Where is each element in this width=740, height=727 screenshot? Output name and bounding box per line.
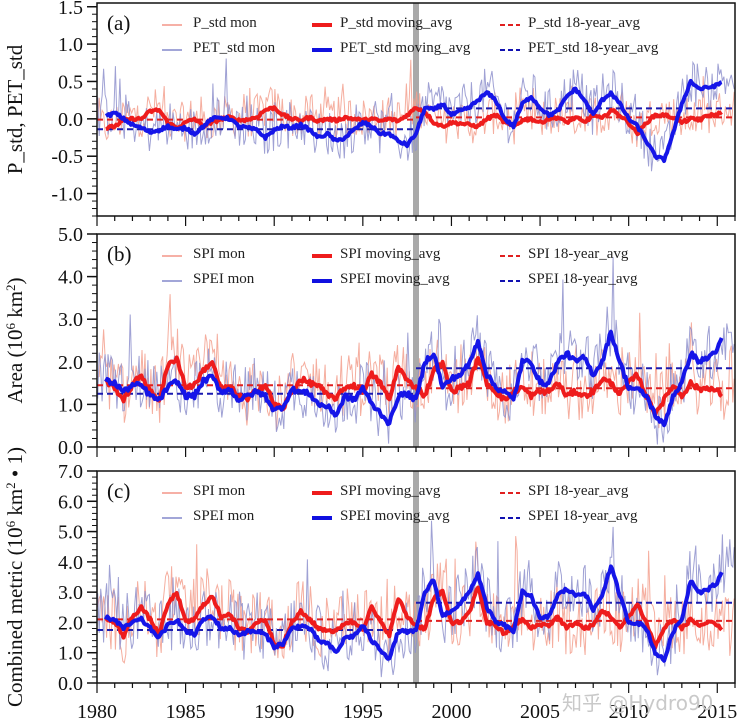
legend-label: PET_std 18-year_avg (528, 40, 659, 56)
y-tick-label: 1.0 (58, 34, 83, 56)
legend-label: SPEI mon (193, 271, 255, 287)
y-axis-label: Combined metric (106 km2 • 1) (3, 447, 28, 707)
y-tick-label: 0.0 (58, 109, 83, 131)
y-tick-label: 0.0 (58, 673, 83, 695)
y-tick-label: 7.0 (58, 461, 83, 483)
y-tick-label: 4.0 (58, 267, 83, 289)
x-tick-label: 2000 (431, 701, 471, 723)
series-spi-moving-avg (104, 355, 724, 417)
legend-item: P_std moving_avg (312, 15, 453, 31)
legend-label: SPI moving_avg (340, 483, 441, 499)
y-tick-label: 3.0 (58, 582, 83, 604)
highlight-band-1998 (413, 471, 419, 683)
legend-label: PET_std moving_avg (340, 40, 471, 56)
y-tick-label: 5.0 (58, 224, 83, 246)
legend-label: PET_std mon (193, 40, 276, 56)
legend-label: SPI moving_avg (340, 246, 441, 262)
x-tick-label: 2005 (520, 701, 560, 723)
panel-c: 0.0 1.0 2.0 3.0 4.0 5.0 6.0 7.0 (c) SPI mon SPI mo… (3, 447, 736, 707)
y-tick-label: -0.5 (51, 146, 83, 168)
y-tick-label: 0.5 (58, 71, 83, 93)
legend-label: SPI 18-year_avg (528, 246, 629, 262)
highlight-band-1998 (413, 234, 419, 447)
legend-item: SPEI 18-year_avg (500, 508, 638, 524)
y-tick-label: 5.0 (58, 522, 83, 544)
legend-item: SPEI moving_avg (312, 271, 450, 287)
series-spei-moving-avg (104, 564, 724, 663)
x-tick-label: 1980 (77, 701, 117, 723)
y-tick-label: 2.0 (58, 352, 83, 374)
y-tick-label: 1.5 (58, 0, 83, 19)
legend-item: PET_std moving_avg (312, 40, 471, 56)
y-tick-label: 6.0 (58, 491, 83, 513)
panel-label: (b) (107, 242, 132, 266)
legend-item: SPI mon (162, 483, 246, 499)
series-spei-mon (97, 520, 735, 678)
legend-item: SPI moving_avg (312, 246, 441, 262)
legend-item: PET_std mon (162, 40, 276, 56)
y-tick-label: 4.0 (58, 552, 83, 574)
x-tick-label: 2015 (697, 701, 737, 723)
legend-label: SPEI moving_avg (340, 508, 450, 524)
series-pet_std-moving-avg (104, 78, 723, 163)
x-tick-label: 2010 (609, 701, 649, 723)
legend-label: SPI 18-year_avg (528, 483, 629, 499)
y-tick-label: 1.0 (58, 394, 83, 416)
legend-label: SPEI 18-year_avg (528, 508, 638, 524)
panel-a: -1.0 -0.5 0.0 0.5 1.0 1.5 (a) P_std mon P_std mo… (3, 0, 736, 226)
legend-label: SPI mon (193, 246, 246, 262)
legend-label: P_std moving_avg (340, 15, 453, 31)
legend-item: P_std mon (162, 15, 257, 31)
y-tick-label: 0.0 (58, 437, 83, 459)
y-tick-label: -1.0 (51, 184, 83, 206)
legend-item: P_std 18-year_avg (500, 15, 641, 31)
legend-item: PET_std 18-year_avg (500, 40, 659, 56)
legend-item: SPI 18-year_avg (500, 246, 629, 262)
x-tick-label: 1990 (254, 701, 294, 723)
x-tick-label: 1995 (343, 701, 383, 723)
y-axis-label: Area (106 km2) (3, 277, 28, 403)
watermark: 知乎 @Hydro90 (562, 691, 713, 715)
x-axis-labels: 1980 1985 1990 1995 2000 2005 2010 2015 (77, 701, 737, 723)
legend-item: SPI 18-year_avg (500, 483, 629, 499)
legend-label: SPEI mon (193, 508, 255, 524)
series-spei-mon (97, 257, 735, 445)
legend-item: SPI mon (162, 246, 246, 262)
legend-item: SPEI 18-year_avg (500, 271, 638, 287)
series-pet_std-mon (97, 58, 735, 172)
panel-b: 0.0 1.0 2.0 3.0 4.0 5.0 (b) SPI mon SPI moving_a… (3, 224, 736, 459)
legend-label: SPEI moving_avg (340, 271, 450, 287)
y-tick-label: 1.0 (58, 643, 83, 665)
legend-item: SPEI mon (162, 508, 255, 524)
series-spei-moving-avg (104, 329, 724, 428)
panel-label: (c) (107, 479, 130, 503)
legend-label: P_std 18-year_avg (528, 15, 641, 31)
y-axis-label: P_std, PET_std (3, 44, 27, 174)
legend-label: P_std mon (193, 15, 257, 31)
y-tick-label: 2.0 (58, 612, 83, 634)
panel-label: (a) (107, 11, 130, 35)
legend-item: SPEI moving_avg (312, 508, 450, 524)
series-spi-moving-avg (104, 585, 724, 650)
y-tick-label: 3.0 (58, 309, 83, 331)
legend-item: SPI moving_avg (312, 483, 441, 499)
legend-item: SPEI mon (162, 271, 255, 287)
legend-label: SPI mon (193, 483, 246, 499)
x-tick-label: 1985 (166, 701, 206, 723)
legend-label: SPEI 18-year_avg (528, 271, 638, 287)
